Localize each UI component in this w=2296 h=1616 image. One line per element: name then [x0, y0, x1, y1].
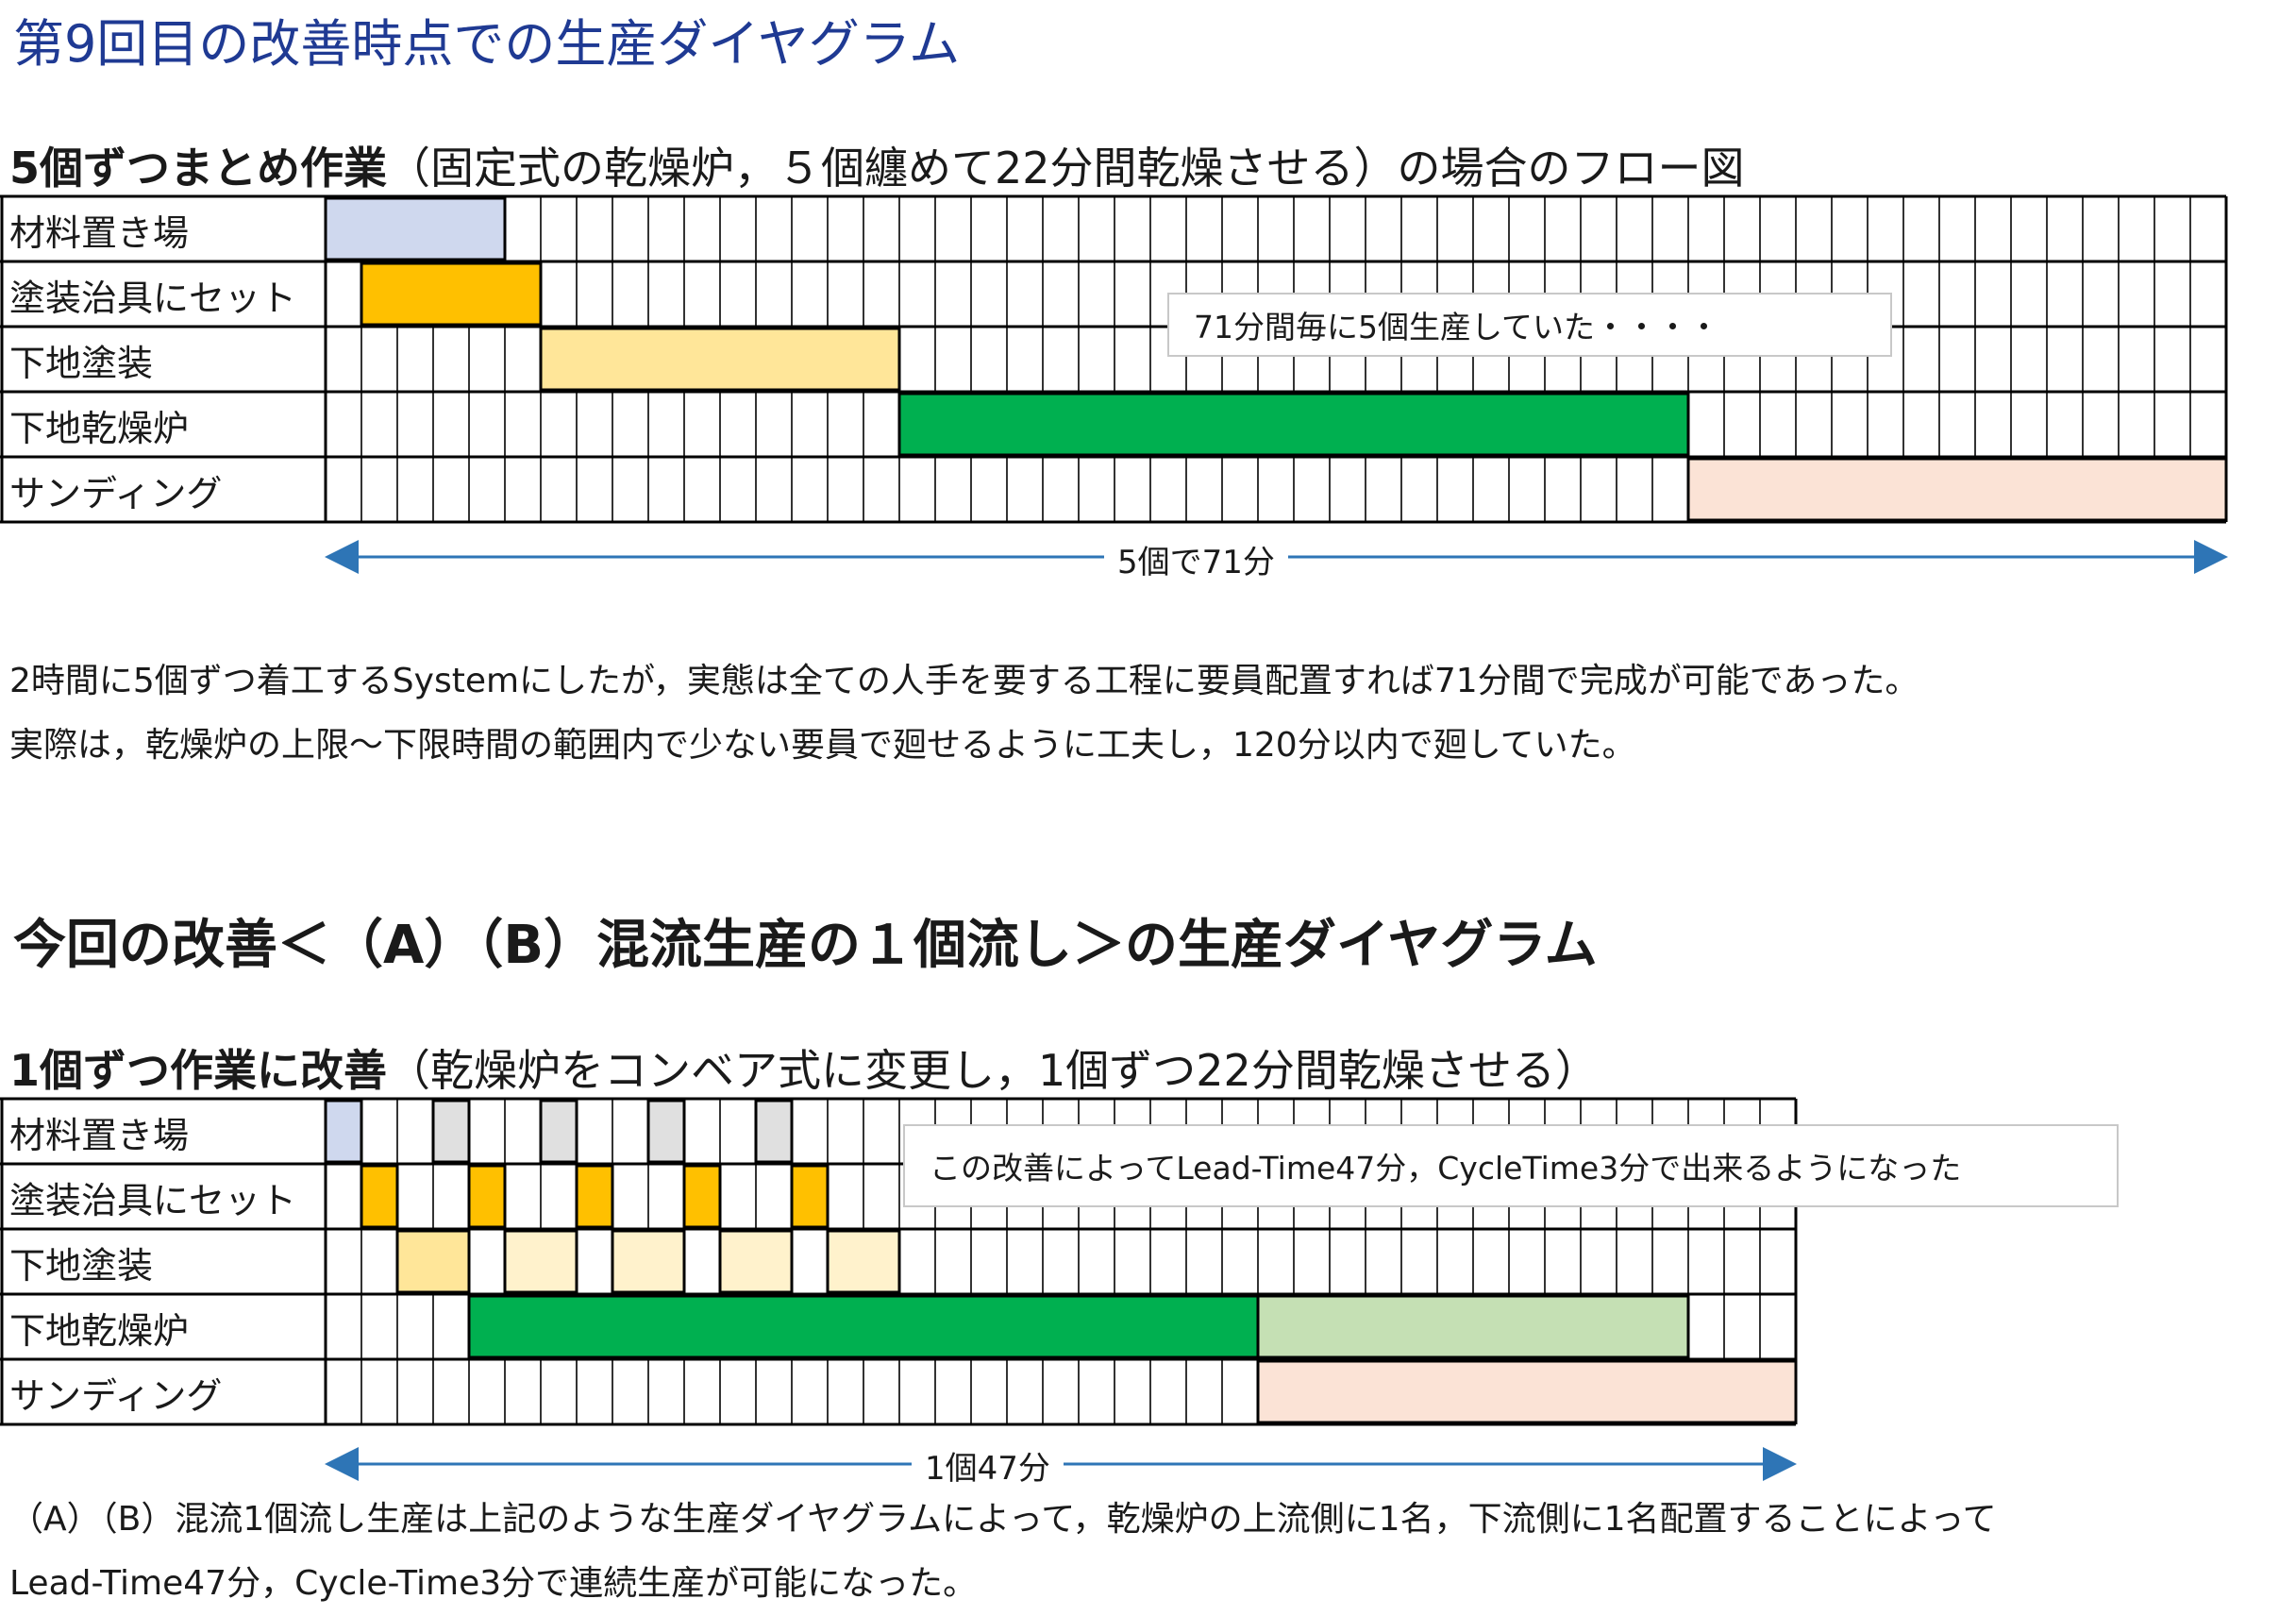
chart1-row-label: サンディング	[9, 473, 223, 514]
chart2-row-label: 塗装治具にセット	[9, 1180, 297, 1221]
task-bar	[897, 392, 1690, 457]
task-bar	[826, 1229, 901, 1294]
task-bar	[575, 1164, 614, 1229]
chart2-row-label: 材料置き場	[9, 1115, 190, 1156]
task-bar	[1256, 1294, 1690, 1359]
task-bar	[467, 1164, 507, 1229]
chart1-subtitle-rest: （固定式の乾燥炉，５個纏めて22分間乾燥させる）の場合のフロー図	[387, 143, 1745, 194]
chart2-grid	[0, 1097, 1798, 1426]
task-bar	[539, 1099, 578, 1164]
chart1-arrow-label: 5個で71分	[1104, 536, 1288, 582]
task-bar	[324, 1099, 363, 1164]
task-bar	[1256, 1359, 1798, 1424]
section2-title: 今回の改善＜（A）（B）混流生産の１個流し＞の生産ダイヤグラム	[13, 915, 1598, 976]
task-bar	[754, 1099, 794, 1164]
task-bar	[646, 1099, 686, 1164]
task-bar	[395, 1229, 471, 1294]
task-bar	[718, 1229, 794, 1294]
chart1-callout: 71分間毎に5個生産していた・・・・	[1167, 293, 1892, 357]
chart2-arrow-label: 1個47分	[912, 1442, 1064, 1489]
chart2-subtitle-rest: （乾燥炉をコンベア式に変更し，1個ずつ22分間乾燥させる）	[387, 1045, 1599, 1096]
task-bar	[431, 1099, 471, 1164]
task-bar	[539, 327, 901, 392]
task-bar	[1686, 457, 2228, 522]
chart1-row-label: 材料置き場	[9, 212, 190, 254]
chart1-row-label: 塗装治具にセット	[9, 278, 297, 319]
task-bar	[790, 1164, 830, 1229]
task-bar	[324, 196, 507, 261]
task-bar	[467, 1294, 1260, 1359]
task-bar	[503, 1229, 578, 1294]
chart2-row-label: 下地塗装	[9, 1245, 154, 1287]
chart2-row-label: 下地乾燥炉	[9, 1310, 190, 1352]
chart2-callout: この改善によってLead-Time47分，CycleTime3分で出来るようにな…	[903, 1124, 2119, 1207]
para2-line: （A）（B）混流1個流し生産は上記のような生産ダイヤグラムによって，乾燥炉の上流…	[9, 1500, 1997, 1539]
task-bar	[611, 1229, 686, 1294]
chart1-grid	[0, 194, 2228, 524]
page-title: 第9回目の改善時点での生産ダイヤグラム	[13, 14, 961, 74]
task-bar	[360, 1164, 399, 1229]
para1-line: 2時間に5個ずつ着工するSystemにしたが，実態は全ての人手を要する工程に要員…	[9, 662, 1919, 700]
task-bar	[682, 1164, 722, 1229]
task-bar	[360, 261, 543, 327]
chart2-subtitle: 1個ずつ作業に改善（乾燥炉をコンベア式に変更し，1個ずつ22分間乾燥させる）	[9, 1036, 1599, 1099]
chart2-subtitle-bold: 1個ずつ作業に改善	[9, 1045, 388, 1096]
para1-line: 実際は，乾燥炉の上限～下限時間の範囲内で少ない要員で廻せるように工夫し，120分…	[9, 726, 1636, 765]
chart1-subtitle: 5個ずつまとめ作業（固定式の乾燥炉，５個纏めて22分間乾燥させる）の場合のフロー…	[9, 134, 1745, 196]
chart1-row-label: 下地乾燥炉	[9, 408, 190, 449]
para2-line: Lead-Time47分，Cycle-Time3分で連続生産が可能になった。	[9, 1564, 978, 1603]
chart1-row-label: 下地塗装	[9, 343, 154, 384]
chart1-subtitle-bold: 5個ずつまとめ作業	[9, 143, 388, 194]
chart2-row-label: サンディング	[9, 1375, 223, 1417]
